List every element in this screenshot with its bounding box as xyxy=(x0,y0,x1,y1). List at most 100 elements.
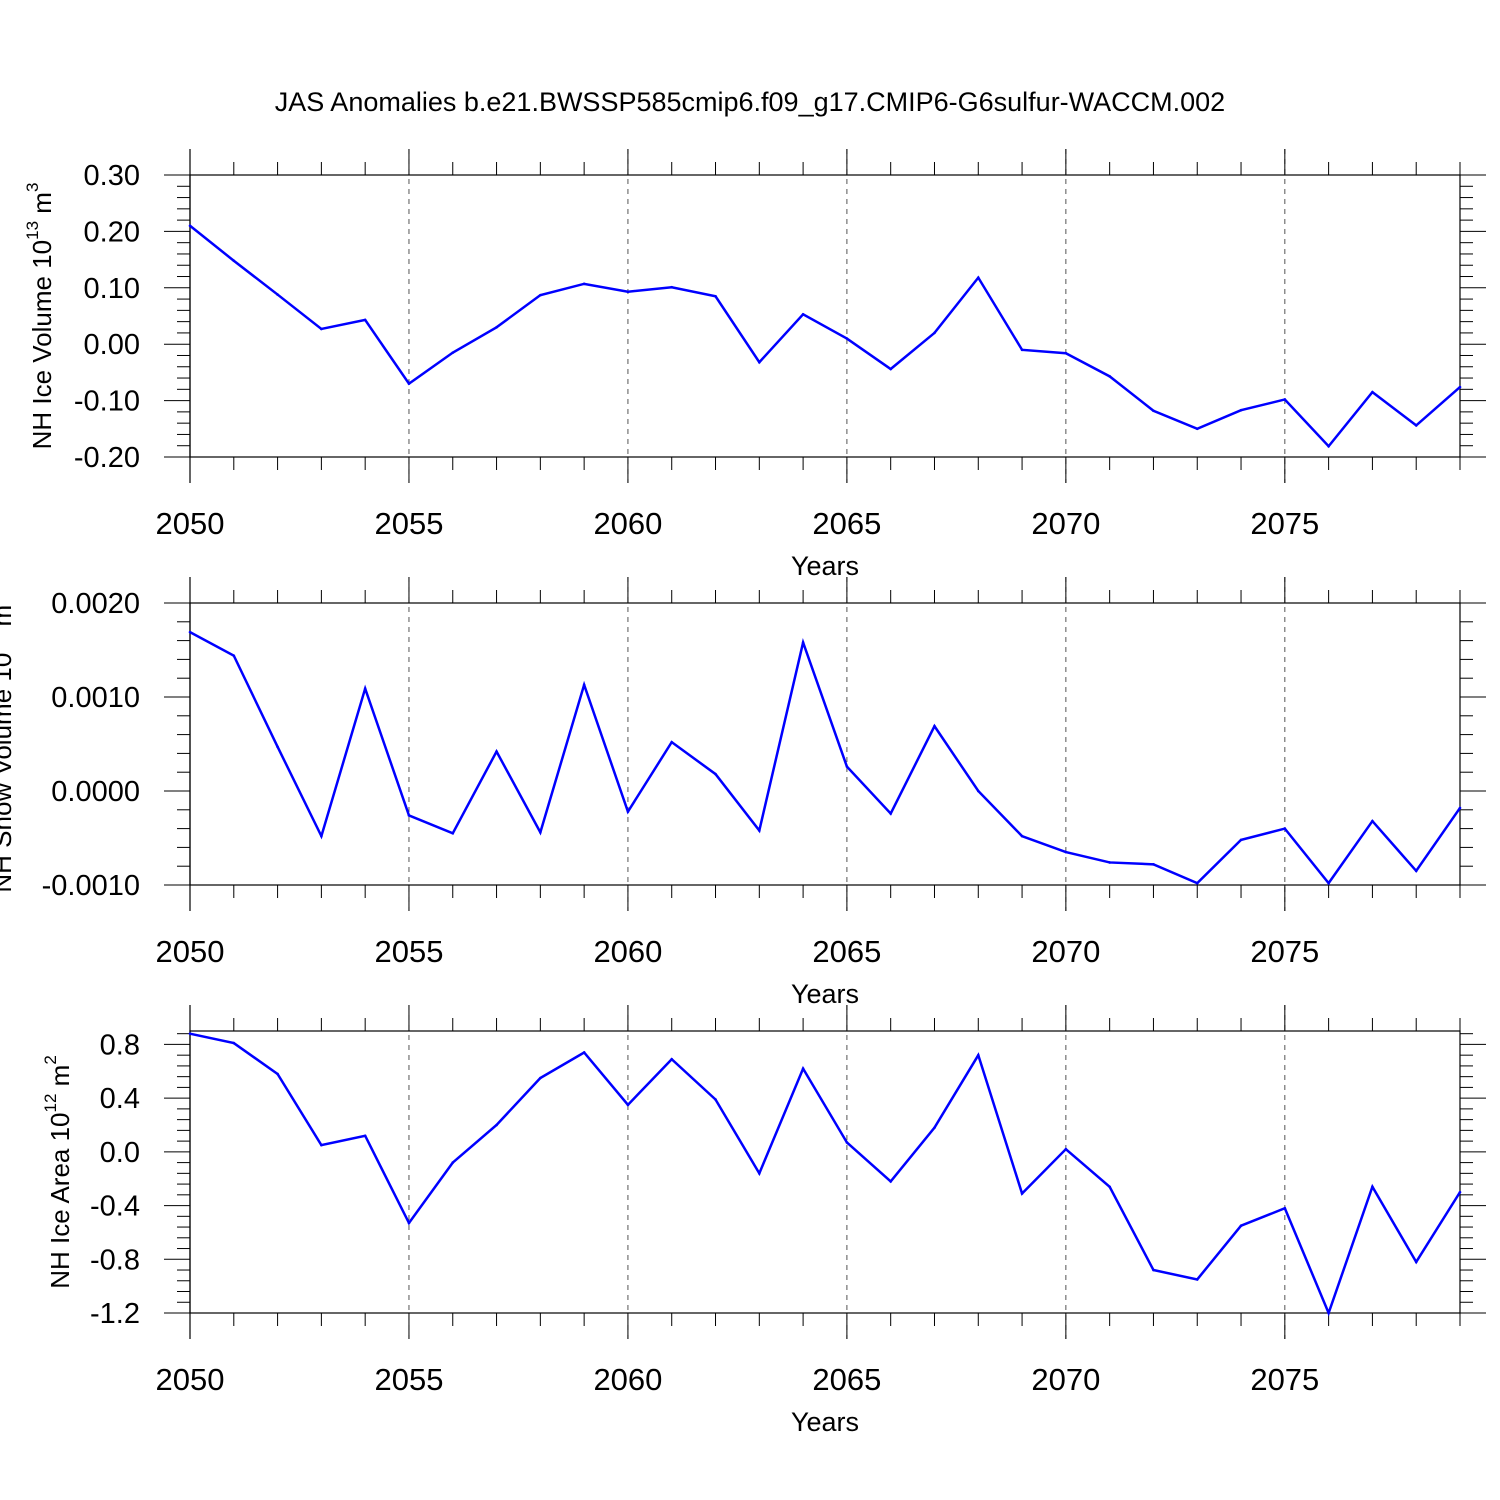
x-tick-label: 2050 xyxy=(156,1362,225,1397)
panels: 2050 2055 2060 2065 2070 2075 Years 0.30 0.20 0.1… xyxy=(0,149,1486,1437)
y-tick-label: 0.0000 xyxy=(51,776,140,808)
x-tick-label: 2070 xyxy=(1031,506,1100,541)
x-tick-label: 2075 xyxy=(1250,1362,1319,1397)
x-tick-label: 2070 xyxy=(1031,1362,1100,1397)
data-point-2078 xyxy=(1414,424,1418,427)
data-point-2076 xyxy=(1327,881,1330,885)
data-point-2079 xyxy=(1458,1190,1462,1194)
data-point-2052 xyxy=(276,293,279,296)
x-tick-label: 2075 xyxy=(1250,934,1319,969)
y-tick-label: -1.2 xyxy=(90,1298,140,1330)
chart-panel-nh-ice-volume: 2050 2055 2060 2065 2070 2075 Years 0.30 0.20 0.1… xyxy=(23,149,1486,581)
data-point-2078 xyxy=(1414,869,1418,873)
data-point-2055 xyxy=(407,1221,411,1225)
data-point-2054 xyxy=(363,687,367,690)
data-point-2056 xyxy=(451,1161,455,1164)
data-point-2051 xyxy=(232,259,236,263)
y-tick-label: 0.0020 xyxy=(51,588,140,620)
data-point-2052 xyxy=(276,1072,279,1076)
y-tick-label: -0.0010 xyxy=(42,870,140,902)
data-point-2079 xyxy=(1458,806,1462,810)
data-point-2052 xyxy=(276,745,279,749)
y-axis-label-exponent: 12 xyxy=(41,1094,60,1113)
y-axis-label-unit: m xyxy=(45,1065,75,1094)
data-point-2060 xyxy=(626,290,630,294)
data-point-2069 xyxy=(1020,834,1024,838)
y-tick-label: -0.10 xyxy=(74,386,140,418)
data-point-2066 xyxy=(889,812,892,815)
data-point-2055 xyxy=(407,382,411,385)
y-axis-label-unit-exponent: 3 xyxy=(23,183,42,192)
series-line-nh-snow-volume xyxy=(189,631,1462,886)
data-point-2066 xyxy=(889,367,892,371)
x-tick-label: 2050 xyxy=(156,506,225,541)
y-tick-label: 0.0 xyxy=(100,1137,140,1169)
data-point-2068 xyxy=(976,789,980,793)
data-point-2069 xyxy=(1020,348,1024,352)
data-point-2054 xyxy=(363,318,367,322)
data-point-2064 xyxy=(801,1067,805,1070)
data-point-2058 xyxy=(539,1076,542,1080)
data-point-2074 xyxy=(1239,408,1243,412)
data-point-2070 xyxy=(1064,850,1068,854)
y-axis-label: NH Ice Volume 1013 m3 xyxy=(23,183,58,450)
data-point-2056 xyxy=(451,832,455,835)
data-point-2079 xyxy=(1458,385,1462,389)
data-point-2059 xyxy=(582,1051,586,1054)
data-point-2073 xyxy=(1195,1278,1199,1281)
data-point-2070 xyxy=(1064,351,1068,355)
data-point-2066 xyxy=(889,1180,892,1183)
y-axis-label-unit: m xyxy=(27,192,57,221)
x-axis-label: Years xyxy=(791,551,859,581)
x-tick-label: 2070 xyxy=(1031,934,1100,969)
data-point-2072 xyxy=(1152,863,1155,866)
x-axis-label: Years xyxy=(791,979,859,1009)
figure-title: JAS Anomalies b.e21.BWSSP585cmip6.f09_g1… xyxy=(275,87,1225,117)
data-point-2067 xyxy=(933,331,936,335)
data-point-2053 xyxy=(320,327,323,331)
data-point-2071 xyxy=(1108,1185,1111,1189)
data-point-2053 xyxy=(320,834,323,838)
y-tick-label: -0.4 xyxy=(90,1191,140,1223)
chart-panel-nh-ice-area: 2050 2055 2060 2065 2070 2075 Years 0.8 0.4 0.0 -0… xyxy=(41,1005,1486,1437)
data-point-2053 xyxy=(320,1143,323,1147)
data-point-2064 xyxy=(801,313,805,316)
data-point-2076 xyxy=(1327,444,1330,448)
data-point-2051 xyxy=(232,1041,236,1045)
y-tick-label: -0.8 xyxy=(90,1244,140,1276)
data-point-2068 xyxy=(976,1053,980,1057)
data-point-2078 xyxy=(1414,1260,1418,1264)
series-line-nh-ice-volume xyxy=(189,224,1461,449)
data-point-2054 xyxy=(363,1134,367,1138)
data-point-2072 xyxy=(1152,1268,1155,1272)
data-point-2065 xyxy=(845,337,849,340)
series-line-nh-ice-area xyxy=(189,1032,1462,1317)
y-axis-label-unit-exponent: 2 xyxy=(41,1055,60,1064)
x-tick-label: 2055 xyxy=(374,506,443,541)
data-point-2067 xyxy=(933,724,936,728)
data-point-2071 xyxy=(1108,861,1111,864)
data-point-2056 xyxy=(451,351,455,354)
x-tick-label: 2055 xyxy=(374,934,443,969)
data-point-2065 xyxy=(845,765,849,768)
data-point-2065 xyxy=(845,1141,849,1144)
data-point-2068 xyxy=(976,276,980,279)
data-point-2050 xyxy=(188,224,192,228)
y-tick-label: 0.0010 xyxy=(51,682,140,714)
x-tick-label: 2065 xyxy=(812,1362,881,1397)
data-point-2062 xyxy=(714,1098,717,1101)
data-point-2061 xyxy=(670,740,674,744)
x-tick-label: 2055 xyxy=(374,1362,443,1397)
data-point-2057 xyxy=(495,1123,498,1127)
data-point-2060 xyxy=(626,810,630,813)
data-point-2051 xyxy=(232,654,236,657)
data-point-2061 xyxy=(670,1057,674,1061)
data-point-2075 xyxy=(1283,1206,1287,1210)
data-point-2073 xyxy=(1195,427,1199,431)
data-point-2050 xyxy=(188,630,192,634)
data-point-2077 xyxy=(1371,390,1374,394)
data-point-2061 xyxy=(670,285,674,289)
x-tick-label: 2065 xyxy=(812,506,881,541)
y-tick-label: -0.20 xyxy=(74,442,140,474)
